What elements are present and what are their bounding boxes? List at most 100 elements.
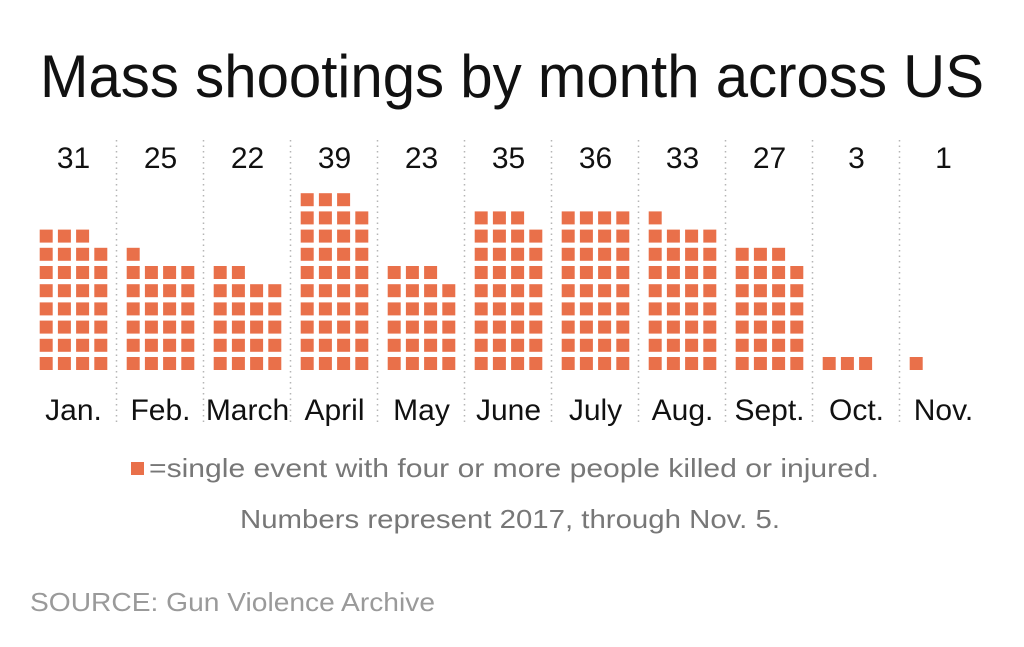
- square-mark: [492, 302, 506, 316]
- square-mark: [703, 266, 717, 279]
- square-mark: [144, 320, 158, 334]
- square-mark: [300, 193, 314, 207]
- square-mark: [648, 284, 662, 298]
- square-mark: [231, 320, 245, 334]
- square-mark: [300, 266, 314, 279]
- square-mark: [822, 357, 836, 370]
- square-mark: [76, 266, 90, 279]
- square-mark: [387, 284, 401, 298]
- square-mark: [39, 357, 53, 370]
- square-mark: [442, 357, 456, 370]
- square-mark: [126, 302, 140, 316]
- square-mark: [703, 247, 717, 261]
- square-mark: [405, 284, 419, 298]
- square-mark: [355, 320, 369, 334]
- square-mark: [94, 284, 108, 298]
- square-mark: [529, 284, 543, 298]
- square-mark: [126, 284, 140, 298]
- square-mark: [648, 302, 662, 316]
- square-mark: [126, 320, 140, 334]
- square-mark: [561, 284, 575, 298]
- square-mark: [76, 302, 90, 316]
- square-mark: [387, 266, 401, 279]
- square-mark: [790, 284, 804, 298]
- square-mark: [753, 247, 767, 261]
- square-mark: [474, 229, 488, 243]
- square-mark: [616, 284, 630, 298]
- square-mark: [424, 357, 438, 370]
- square-mark: [300, 357, 314, 370]
- square-mark: [424, 302, 438, 316]
- month-label: Oct.: [829, 394, 884, 427]
- square-mark: [387, 338, 401, 352]
- square-mark: [337, 320, 351, 334]
- square-mark: [94, 320, 108, 334]
- square-mark: [387, 302, 401, 316]
- count-label: 3: [848, 142, 865, 175]
- square-mark: [511, 320, 525, 334]
- square-mark: [94, 266, 108, 279]
- square-mark: [318, 338, 332, 352]
- square-mark: [492, 211, 506, 225]
- square-mark: [250, 284, 264, 298]
- square-mark: [511, 338, 525, 352]
- square-mark: [529, 338, 543, 352]
- count-label: 33: [666, 142, 699, 175]
- square-mark: [735, 320, 749, 334]
- square-mark: [685, 302, 699, 316]
- square-mark: [529, 320, 543, 334]
- square-mark: [300, 284, 314, 298]
- square-mark: [648, 247, 662, 261]
- count-label: 35: [492, 142, 525, 175]
- square-mark: [405, 338, 419, 352]
- square-mark: [387, 357, 401, 370]
- count-label: 25: [144, 142, 177, 175]
- square-mark: [790, 357, 804, 370]
- square-mark: [511, 266, 525, 279]
- square-mark: [39, 302, 53, 316]
- square-mark: [529, 229, 543, 243]
- square-mark: [213, 302, 227, 316]
- square-mark: [753, 284, 767, 298]
- column-dividers: [115, 140, 901, 425]
- square-mark: [318, 193, 332, 207]
- square-mark: [685, 320, 699, 334]
- square-mark: [268, 284, 282, 298]
- square-mark: [76, 338, 90, 352]
- square-mark: [909, 357, 923, 370]
- square-mark: [703, 357, 717, 370]
- square-mark: [268, 320, 282, 334]
- square-mark: [735, 357, 749, 370]
- square-mark: [355, 302, 369, 316]
- square-mark: [318, 357, 332, 370]
- square-mark: [790, 302, 804, 316]
- square-mark: [337, 338, 351, 352]
- square-mark: [648, 229, 662, 243]
- square-mark: [790, 320, 804, 334]
- square-mark: [511, 284, 525, 298]
- square-mark: [772, 338, 786, 352]
- square-mark: [39, 229, 53, 243]
- square-mark: [529, 247, 543, 261]
- square-mark: [300, 229, 314, 243]
- square-mark: [561, 302, 575, 316]
- square-mark: [268, 357, 282, 370]
- square-mark: [753, 357, 767, 370]
- square-mark: [76, 284, 90, 298]
- square-mark: [511, 229, 525, 243]
- square-mark: [39, 320, 53, 334]
- square-mark: [753, 302, 767, 316]
- square-mark: [39, 247, 53, 261]
- square-mark: [300, 211, 314, 225]
- square-mark: [76, 320, 90, 334]
- square-mark: [405, 320, 419, 334]
- legend-note: Numbers represent 2017, through Nov. 5.: [240, 504, 780, 534]
- month-label: July: [569, 394, 622, 427]
- square-mark: [492, 266, 506, 279]
- square-mark: [735, 284, 749, 298]
- square-mark: [39, 338, 53, 352]
- square-mark: [355, 284, 369, 298]
- square-mark: [685, 266, 699, 279]
- square-mark: [144, 284, 158, 298]
